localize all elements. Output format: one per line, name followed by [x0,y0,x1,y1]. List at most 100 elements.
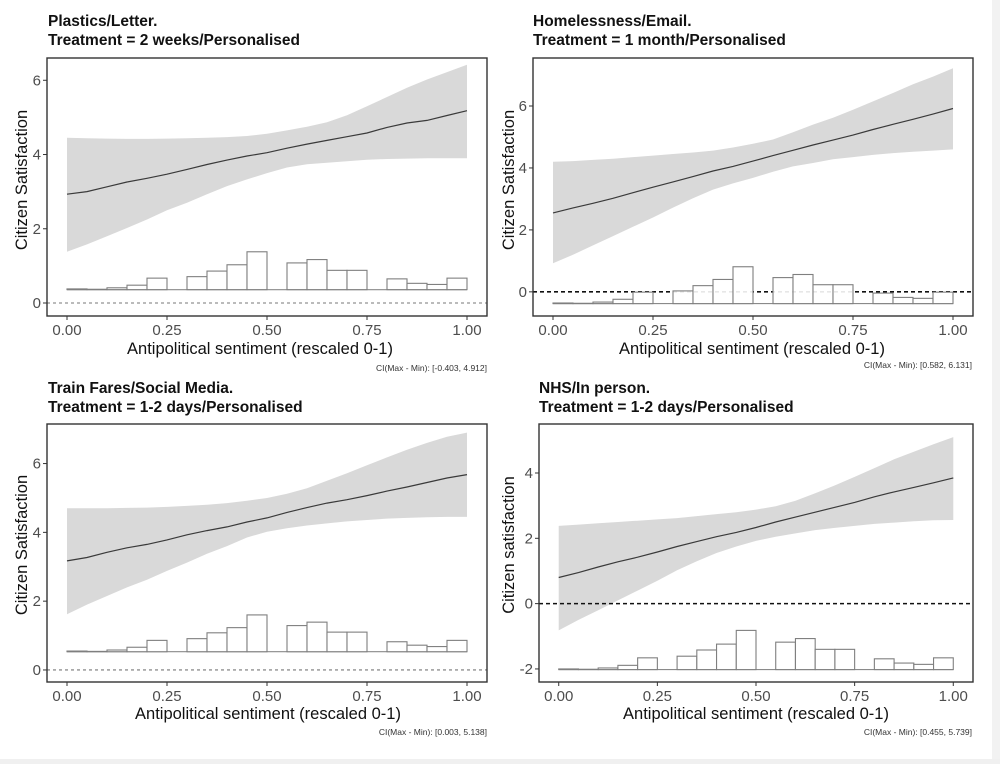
histogram-bar [834,648,856,671]
histogram-bar [692,285,714,305]
ci-annotation: CI(Max - Min): [0.455, 5.739] [864,727,972,737]
histogram-bar [832,284,854,305]
histogram-bar [346,269,368,291]
panel-subtitle: Treatment = 2 weeks/Personalised [48,32,300,49]
histogram-bar [106,287,128,291]
y-tick-label: 0 [519,284,527,301]
x-tick-label: 0.75 [840,688,869,705]
x-tick-label: 0.25 [643,688,672,705]
histogram-bar [306,259,328,291]
histogram-bar [306,621,328,653]
y-tick-label: 4 [33,147,41,164]
x-tick-label: 1.00 [452,322,481,339]
x-tick-label: 0.00 [544,688,573,705]
x-tick-label: 0.75 [352,322,381,339]
histogram-bar [552,302,574,305]
y-tick-label: 0 [525,596,533,613]
x-tick-label: 0.50 [252,688,281,705]
panel-4: 0.00 0.25 0.50 0.75 1.00 -2 0 2 4 NHS/In person.… [500,380,974,737]
panel-title: Train Fares/Social Media. [48,380,233,397]
histogram-bar [386,641,408,653]
x-tick-label: 1.00 [938,322,967,339]
histogram-bar [106,649,128,653]
y-tick-label: -2 [520,661,533,678]
histogram-bar [617,664,639,671]
histogram-bar [386,278,408,291]
histogram-bar [66,288,88,291]
histogram-bar [592,301,614,305]
histogram-bar [637,657,658,671]
histogram-bar [892,296,914,305]
x-tick-label: 0.25 [152,688,181,705]
y-tick-label: 6 [519,98,527,115]
y-axis-label: Citizen satisfaction [500,476,518,614]
x-tick-label: 0.25 [638,322,667,339]
histogram-bar [426,646,448,653]
page-edge-right [992,0,1000,764]
histogram-bar [558,668,580,671]
histogram-bar [612,298,634,305]
confidence-ribbon [67,432,467,615]
y-tick-label: 2 [33,221,41,238]
ci-annotation: CI(Max - Min): [0.582, 6.131] [864,360,972,370]
x-axis-label: Antipolitical sentiment (rescaled 0-1) [623,705,889,723]
histogram-bar [912,297,934,305]
histogram-bar [794,638,816,671]
marginal-effect-line [558,477,954,579]
confidence-ribbon [558,437,954,631]
panel-subtitle: Treatment = 1-2 days/Personalised [48,399,303,416]
confidence-ribbon [67,64,467,252]
panel-subtitle: Treatment = 1 month/Personalised [533,32,786,49]
histogram-bar [792,273,814,305]
histogram-bar [772,277,794,305]
histogram-bar [812,284,834,305]
plot-layer: 0.00 0.25 0.50 0.75 1.00 0 2 4 6 [33,423,488,705]
histogram-bar [732,266,754,305]
histogram-bar [66,650,88,653]
panel-title: Plastics/Letter. [48,13,157,30]
histogram-bar [226,264,248,291]
histogram-bar [146,277,168,291]
x-tick-label: 0.50 [738,322,767,339]
histogram-bar [712,278,734,305]
histogram-bar [326,269,348,291]
y-tick-label: 2 [33,593,41,610]
y-tick-label: 2 [525,530,533,547]
histogram-bar [226,627,248,653]
y-tick-label: 6 [33,72,41,89]
histogram-bar [206,270,228,291]
marginal-effect-line [66,474,468,562]
x-tick-label: 0.75 [838,322,867,339]
histogram-bar [146,639,168,653]
histogram-bar [186,276,208,291]
y-tick-label: 4 [33,524,41,541]
marginal-effect-line [552,107,954,214]
x-tick-label: 1.00 [452,688,481,705]
histogram-bar [872,292,894,305]
y-axis-label: Citizen Satisfaction [13,475,31,615]
ci-annotation: CI(Max - Min): [0.003, 5.138] [379,727,487,737]
ci-annotation: CI(Max - Min): [-0.403, 4.912] [376,363,487,373]
panel-title: Homelessness/Email. [533,13,692,30]
page-edge-bottom [0,759,1000,764]
histogram-bar [696,649,718,671]
histogram-bar [913,663,935,671]
x-axis-label: Antipolitical sentiment (rescaled 0-1) [619,340,885,358]
histogram-bar [286,262,308,291]
plot-layer: 0.00 0.25 0.50 0.75 1.00 0 2 4 6 [33,57,488,339]
histogram-bar [406,644,428,653]
histogram-bar [346,631,368,653]
histogram-bar [893,662,915,671]
y-tick-label: 2 [519,222,527,239]
confidence-ribbon [553,68,953,264]
histogram-bar [775,641,797,671]
histogram-bar [246,614,268,653]
panel-2: 0.00 0.25 0.50 0.75 1.00 0 2 4 6 Homelessness/Em… [500,13,974,370]
histogram-bar [406,282,428,291]
x-tick-label: 0.75 [352,688,381,705]
x-tick-label: 0.25 [152,322,181,339]
histogram-bar [246,251,268,291]
panel-subtitle: Treatment = 1-2 days/Personalised [539,399,794,416]
x-axis-label: Antipolitical sentiment (rescaled 0-1) [127,340,393,358]
